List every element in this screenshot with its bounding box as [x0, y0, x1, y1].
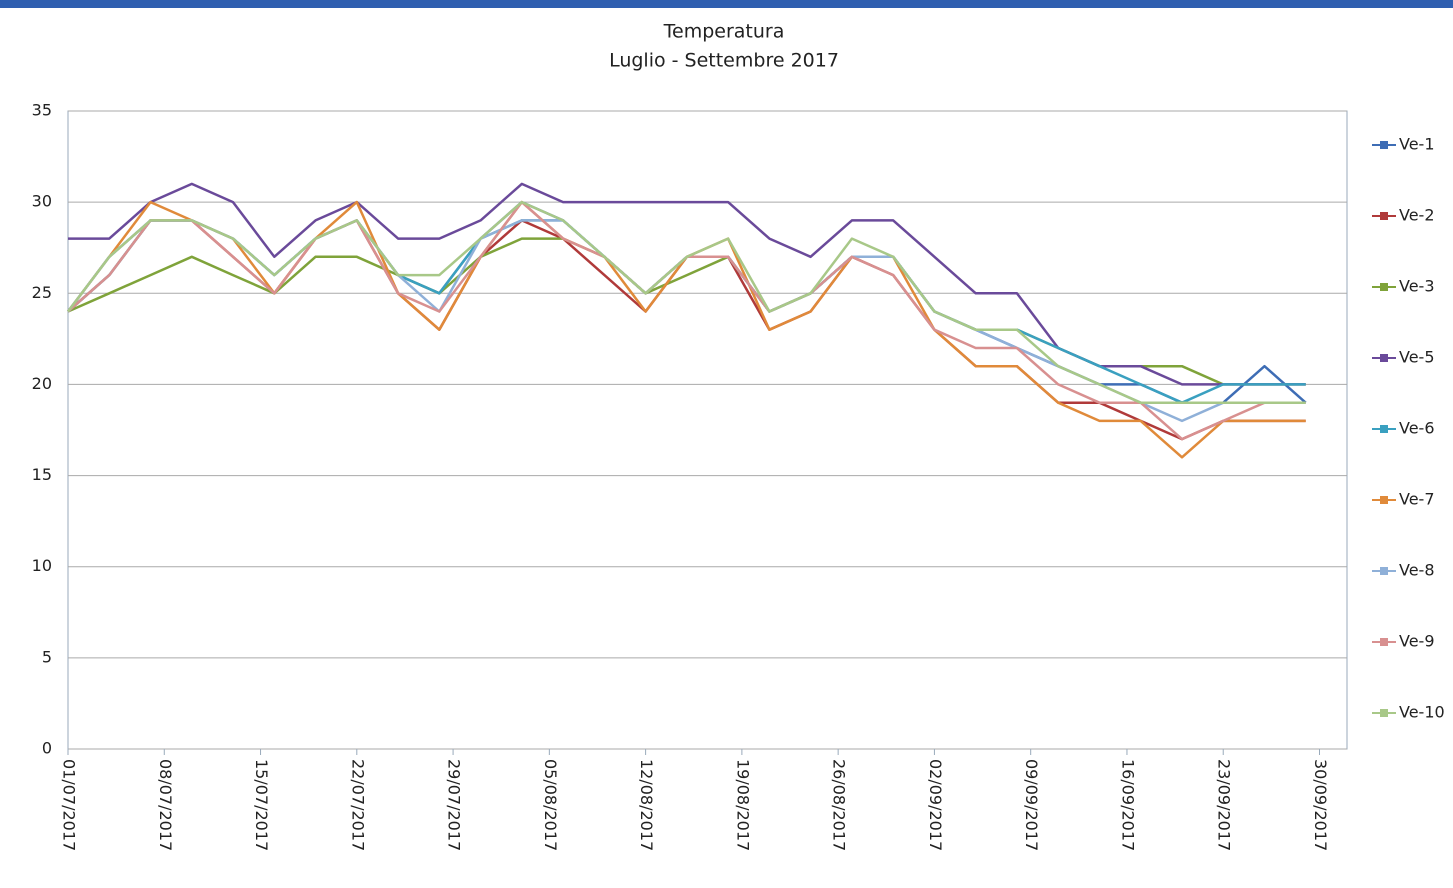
plot-area — [67, 110, 1348, 750]
legend-marker — [1380, 425, 1388, 433]
series-line — [67, 200, 1307, 404]
series-line — [67, 219, 1306, 423]
legend-marker — [1380, 496, 1388, 504]
x-tick-label: 09/09/2017 — [1022, 759, 1041, 851]
x-tick-label: 15/07/2017 — [252, 759, 271, 851]
top-bar — [0, 0, 1453, 8]
y-tick-label: 30 — [32, 192, 52, 211]
y-tick-label: 15 — [32, 465, 52, 484]
legend-label: Ve-2 — [1399, 206, 1435, 225]
chart-title: Temperatura — [663, 21, 785, 43]
legend-marker — [1380, 567, 1388, 575]
x-tick-label: 12/08/2017 — [637, 759, 656, 851]
series-line — [67, 237, 1306, 386]
legend-marker — [1380, 283, 1388, 291]
x-tick-label: 08/07/2017 — [156, 759, 175, 851]
legend-marker — [1380, 354, 1388, 362]
legend-label: Ve-8 — [1399, 561, 1435, 580]
y-tick-label: 5 — [42, 647, 52, 666]
y-tick-label: 20 — [32, 374, 52, 393]
series-line — [67, 200, 1306, 441]
y-tick-label: 35 — [32, 101, 52, 120]
legend-label: Ve-1 — [1399, 135, 1435, 154]
x-tick-label: 16/09/2017 — [1118, 759, 1137, 851]
y-tick-label: 10 — [32, 556, 52, 575]
x-tick-label: 26/08/2017 — [830, 759, 849, 851]
legend-label: Ve-7 — [1399, 490, 1435, 509]
series-line — [67, 219, 1306, 404]
chart-subtitle: Luglio - Settembre 2017 — [609, 50, 839, 72]
x-tick-label: 22/07/2017 — [348, 759, 367, 851]
legend-marker — [1380, 638, 1388, 646]
legend-marker — [1380, 141, 1388, 149]
legend-label: Ve-3 — [1399, 277, 1435, 296]
x-tick-label: 02/09/2017 — [926, 759, 945, 851]
legend-label: Ve-6 — [1399, 419, 1435, 438]
legend-marker — [1380, 212, 1388, 220]
legend-label: Ve-5 — [1399, 348, 1435, 367]
legend-label: Ve-9 — [1399, 632, 1435, 651]
series-line — [67, 219, 1306, 441]
legend-label: Ve-10 — [1399, 703, 1445, 722]
series-line — [67, 200, 1306, 459]
x-tick-label: 23/09/2017 — [1215, 759, 1234, 851]
x-tick-label: 01/07/2017 — [60, 759, 79, 851]
legend-marker — [1380, 709, 1388, 717]
x-tick-label: 05/08/2017 — [541, 759, 560, 851]
x-tick-label: 19/08/2017 — [733, 759, 752, 851]
x-tick-label: 29/07/2017 — [445, 759, 464, 851]
x-tick-label: 30/09/2017 — [1311, 759, 1330, 851]
series-line — [67, 200, 1306, 404]
y-tick-label: 0 — [42, 739, 52, 758]
y-tick-label: 25 — [32, 283, 52, 302]
